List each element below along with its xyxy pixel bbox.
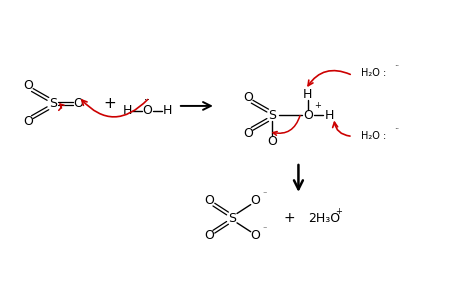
Text: ··: ·· bbox=[394, 125, 400, 134]
Text: +: + bbox=[335, 207, 342, 216]
Text: S: S bbox=[268, 109, 276, 122]
Text: O: O bbox=[23, 79, 33, 92]
Text: O: O bbox=[250, 194, 260, 207]
Text: H: H bbox=[123, 104, 132, 117]
Text: O: O bbox=[74, 97, 83, 110]
Text: O: O bbox=[205, 194, 215, 207]
Text: O: O bbox=[267, 135, 277, 147]
Text: 2H₃O: 2H₃O bbox=[308, 212, 340, 225]
Text: +: + bbox=[314, 102, 321, 111]
Text: H: H bbox=[325, 109, 334, 122]
Text: O: O bbox=[23, 115, 33, 128]
Text: O: O bbox=[142, 104, 152, 117]
Text: +: + bbox=[103, 96, 116, 111]
Text: O: O bbox=[303, 109, 313, 122]
Text: O: O bbox=[205, 230, 215, 243]
Text: O: O bbox=[243, 127, 253, 140]
Text: S: S bbox=[228, 212, 236, 225]
Text: ⁻: ⁻ bbox=[262, 224, 266, 233]
Text: S: S bbox=[49, 97, 57, 110]
Text: ··: ·· bbox=[144, 95, 150, 105]
Text: O: O bbox=[250, 230, 260, 243]
Text: H₂O :: H₂O : bbox=[362, 68, 387, 78]
Text: H: H bbox=[303, 88, 312, 101]
Text: ⁻: ⁻ bbox=[262, 189, 266, 198]
Text: H₂O :: H₂O : bbox=[362, 131, 387, 141]
Text: ⁻: ⁻ bbox=[281, 129, 285, 138]
Text: O: O bbox=[243, 91, 253, 104]
Text: H: H bbox=[163, 104, 172, 117]
Text: +: + bbox=[283, 211, 295, 225]
Text: ··: ·· bbox=[394, 62, 400, 71]
